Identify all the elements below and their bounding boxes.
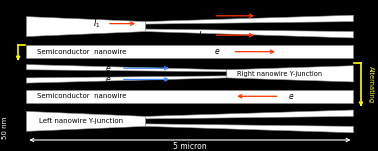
Polygon shape	[26, 76, 227, 83]
Text: Semiconductor  nanowire: Semiconductor nanowire	[37, 49, 126, 55]
Polygon shape	[146, 110, 353, 119]
Text: Alternating: Alternating	[368, 66, 374, 103]
Bar	[26, 90, 353, 103]
Text: Left nanowire Y-junction: Left nanowire Y-junction	[39, 118, 123, 124]
Text: 5 micron: 5 micron	[173, 142, 206, 151]
Text: e: e	[215, 47, 220, 56]
Text: e: e	[289, 92, 293, 101]
Polygon shape	[26, 65, 227, 72]
Text: $I_3$: $I_3$	[198, 29, 206, 42]
Text: e: e	[105, 64, 110, 73]
Polygon shape	[227, 66, 353, 82]
Text: Right nanowire Y-junction: Right nanowire Y-junction	[237, 71, 322, 77]
Text: e: e	[105, 75, 110, 84]
Polygon shape	[146, 15, 353, 24]
Bar	[26, 45, 353, 58]
Polygon shape	[146, 124, 353, 133]
Text: $I_2$: $I_2$	[198, 10, 206, 22]
Text: Semiconductor  nanowire: Semiconductor nanowire	[37, 93, 126, 99]
Polygon shape	[26, 111, 146, 131]
Text: $I_1$: $I_1$	[93, 17, 100, 30]
Polygon shape	[146, 29, 353, 38]
Polygon shape	[26, 17, 146, 37]
Text: 50 nm: 50 nm	[2, 117, 8, 139]
